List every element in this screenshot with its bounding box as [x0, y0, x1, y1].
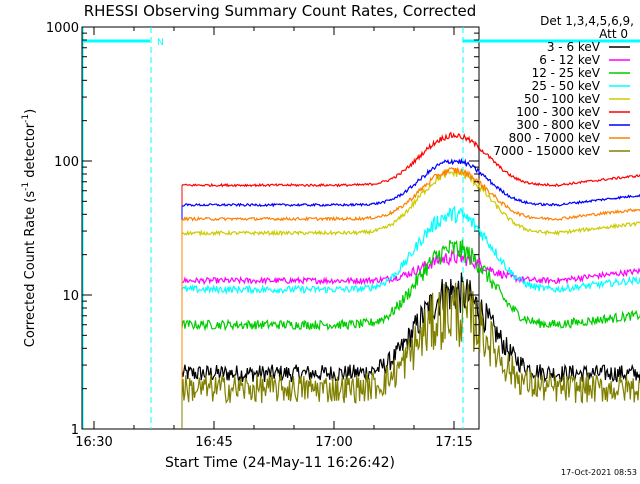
plot-frame — [81, 26, 480, 430]
legend-label-7: 800 - 7000 keV — [509, 131, 601, 145]
y-label-exp-2: -1 — [21, 114, 31, 123]
legend-header-line-2: Att 0 — [599, 27, 628, 41]
series-line-4 — [181, 168, 640, 237]
y-tick-label-2: 100 — [54, 155, 79, 170]
y-label-part-3: ) — [23, 109, 38, 114]
legend-label-8: 7000 - 15000 keV — [493, 144, 600, 158]
legend-label-4: 50 - 100 keV — [524, 92, 601, 106]
chart-title: RHESSI Observing Summary Count Rates, Co… — [84, 2, 477, 20]
series-layer — [181, 131, 640, 429]
x-tick-label-1: 16:45 — [195, 435, 232, 450]
legend-label-6: 300 - 800 keV — [516, 118, 600, 132]
footer-timestamp: 17-Oct-2021 08:53 — [561, 468, 637, 477]
legend-label-5: 100 - 300 keV — [516, 105, 600, 119]
legend-label-0: 3 - 6 keV — [547, 40, 601, 54]
x-tick-label-0: 16:30 — [75, 435, 112, 450]
legend-label-3: 25 - 50 keV — [532, 79, 601, 93]
series-line-8 — [181, 281, 640, 405]
y-label-part-1: Corrected Count Rate (s — [23, 191, 38, 348]
series-line-7 — [181, 166, 640, 222]
series-line-2 — [181, 239, 640, 332]
series-line-6 — [181, 157, 640, 208]
annotations-layer: N — [82, 27, 640, 429]
night-marker-label: N — [157, 38, 164, 48]
legend-header-line-1: Det 1,3,4,5,6,9, — [540, 14, 634, 28]
x-tick-label-2: 17:00 — [315, 435, 352, 450]
x-axis-label: Start Time (24-May-11 16:26:42) — [165, 455, 395, 471]
y-tick-label-3: 1000 — [46, 21, 79, 36]
series-line-1 — [181, 249, 640, 286]
series-line-5 — [182, 131, 640, 188]
series-line-0 — [181, 272, 640, 384]
x-tick-label-3: 17:15 — [435, 435, 472, 450]
y-tick-label-1: 10 — [62, 289, 79, 304]
series-line-3 — [181, 206, 640, 296]
y-label-exp-1: -1 — [21, 182, 31, 191]
y-label-part-2: detector — [23, 122, 38, 182]
y-axis-label: Corrected Count Rate (s-1 detector-1) — [21, 109, 38, 347]
y-tick-label-0: 1 — [71, 423, 79, 438]
axes-layer: 16:30 16:45 17:00 17:15 1 10 100 1000 — [46, 21, 479, 450]
legend-label-1: 6 - 12 keV — [539, 53, 601, 67]
legend-label-2: 12 - 25 keV — [532, 66, 601, 80]
